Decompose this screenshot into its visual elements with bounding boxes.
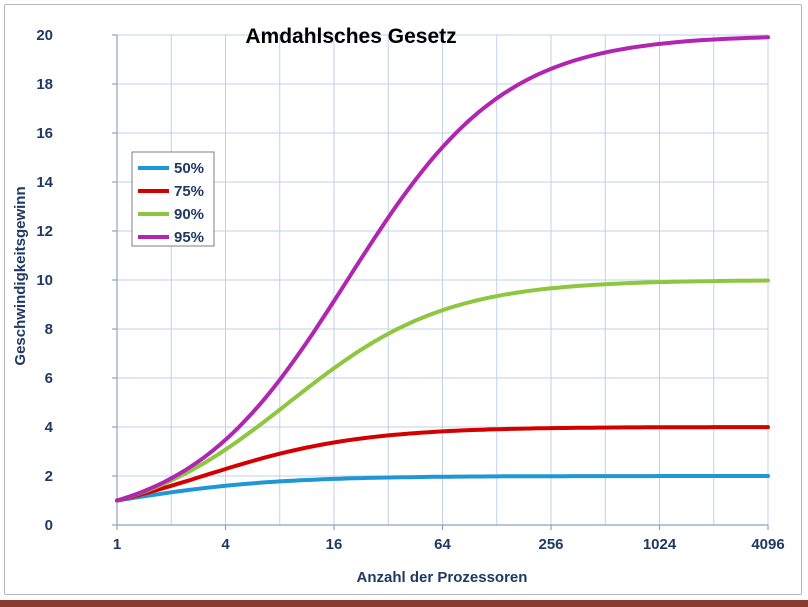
x-tick-label: 1 bbox=[113, 536, 121, 553]
x-tick-label: 4096 bbox=[751, 536, 784, 553]
y-axis-tick-labels: 0 2 4 6 8 10 12 14 16 18 20 bbox=[36, 27, 53, 534]
legend-label: 75% bbox=[174, 183, 204, 200]
series-line-75pct bbox=[115, 425, 770, 503]
y-axis-title: Geschwindigkeitsgewinn bbox=[12, 186, 29, 365]
series-line-90pct bbox=[115, 278, 770, 503]
y-tick-label: 2 bbox=[45, 468, 53, 485]
x-tick-label: 16 bbox=[326, 536, 343, 553]
y-tick-label: 20 bbox=[36, 27, 53, 44]
legend-label: 95% bbox=[174, 229, 204, 246]
x-tick-label: 64 bbox=[434, 536, 451, 553]
chart-title: Amdahlsches Gesetz bbox=[245, 25, 456, 48]
y-tick-label: 18 bbox=[36, 76, 53, 93]
legend: 50% 75% 90% 95% bbox=[131, 151, 215, 247]
x-tick-label: 4 bbox=[221, 536, 230, 553]
x-tick-label: 1024 bbox=[643, 536, 677, 553]
y-tick-label: 4 bbox=[45, 419, 54, 436]
y-tick-label: 10 bbox=[36, 272, 53, 289]
gridlines bbox=[112, 34, 769, 530]
y-tick-label: 0 bbox=[45, 517, 53, 534]
series-line-50pct bbox=[115, 474, 770, 503]
legend-label: 50% bbox=[174, 160, 204, 177]
x-axis-tick-labels: 1 4 16 64 256 1024 4096 bbox=[113, 536, 785, 553]
y-tick-label: 16 bbox=[36, 125, 53, 142]
y-tick-label: 12 bbox=[36, 223, 53, 240]
x-tick-label: 256 bbox=[538, 536, 563, 553]
y-tick-label: 8 bbox=[45, 321, 53, 338]
y-tick-label: 14 bbox=[36, 174, 53, 191]
series-line-95pct bbox=[115, 35, 770, 503]
bottom-strip bbox=[0, 600, 808, 607]
legend-label: 90% bbox=[174, 206, 204, 223]
y-tick-label: 6 bbox=[45, 370, 53, 387]
series-lines bbox=[115, 35, 770, 503]
x-axis-title: Anzahl der Prozessoren bbox=[357, 569, 528, 586]
chart-frame: 1 4 16 64 256 1024 4096 0 2 4 6 8 10 12 14 16 18 20 50% 7… bbox=[4, 4, 802, 595]
